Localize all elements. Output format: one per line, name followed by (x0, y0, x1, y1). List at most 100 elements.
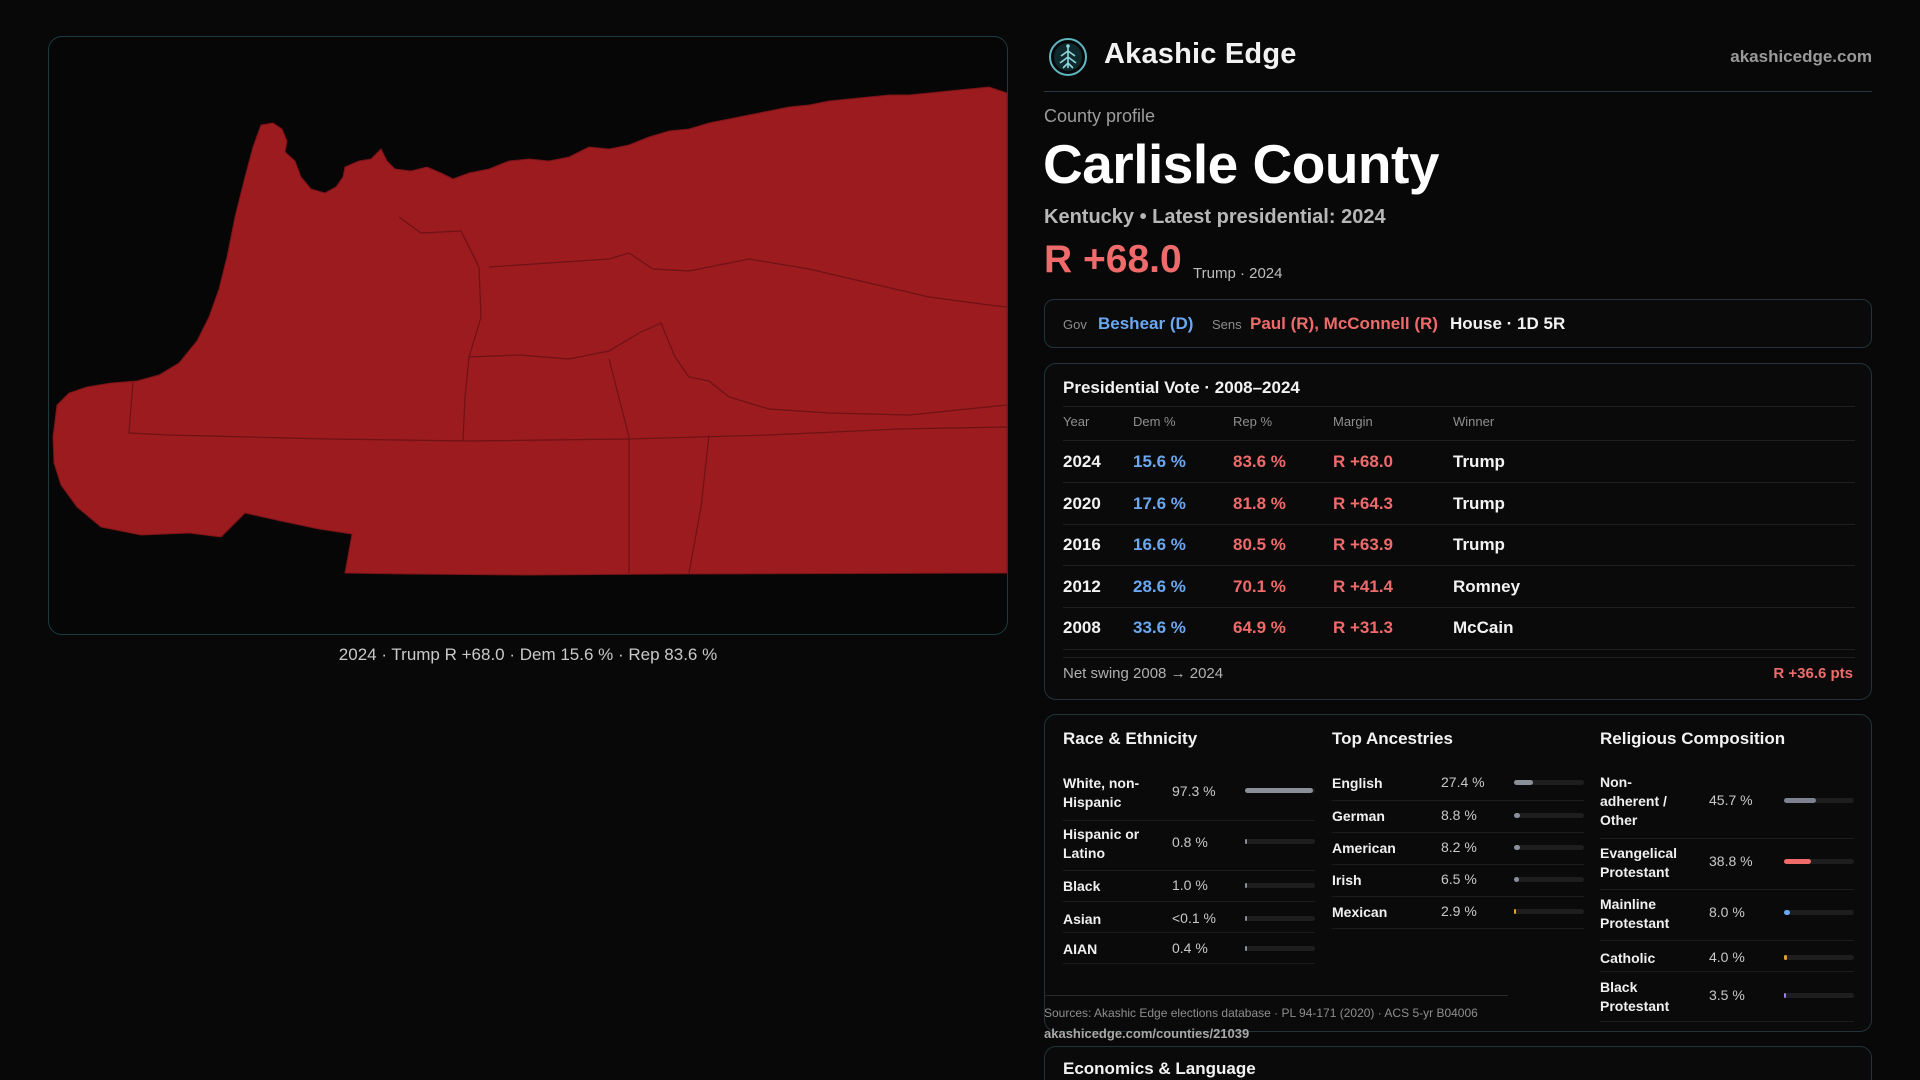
list-item: Irish 6.5 % (1332, 865, 1584, 897)
religion-value: 3.5 % (1709, 987, 1745, 1003)
table-row[interactable]: 2008 33.6 % 64.9 % R +31.3 McCain (1045, 608, 1873, 650)
sources-divider (1044, 995, 1508, 996)
row-year: 2008 (1063, 618, 1101, 637)
divider (1063, 482, 1855, 483)
religion-bar (1784, 910, 1854, 915)
religion-bar-fill (1784, 993, 1786, 998)
house-delegation[interactable]: House · 1D 5R (1450, 314, 1566, 333)
religion-value: 38.8 % (1709, 853, 1753, 869)
religion-bar-fill (1784, 798, 1816, 803)
county-shape[interactable] (52, 86, 1007, 576)
list-item: American 8.2 % (1332, 833, 1584, 865)
divider (1063, 607, 1855, 608)
senators-names[interactable]: Paul (R), McConnell (R) (1250, 314, 1438, 333)
col-header-year: Year (1063, 414, 1090, 429)
tree-of-life-icon[interactable] (1048, 37, 1088, 77)
race-value: 0.4 % (1172, 940, 1208, 956)
row-winner: Trump (1453, 452, 1505, 471)
list-item: Asian <0.1 % (1063, 902, 1315, 933)
row-rep: 83.6 % (1233, 452, 1286, 471)
economics-card: Economics & Language (1044, 1046, 1872, 1080)
ancestry-bar (1514, 877, 1584, 882)
ancestry-bar-fill (1514, 909, 1516, 914)
race-value: 0.8 % (1172, 834, 1208, 850)
economics-title: Economics & Language (1063, 1059, 1256, 1078)
race-label: White, non-Hispanic (1063, 775, 1140, 810)
presidential-title: Presidential Vote · 2008–2024 (1063, 378, 1300, 397)
divider (1063, 524, 1855, 525)
page-title: Carlisle County (1043, 133, 1439, 195)
county-map-panel[interactable] (48, 36, 1008, 635)
religion-value: 4.0 % (1709, 949, 1745, 965)
list-item: Catholic 4.0 % (1600, 941, 1854, 972)
ancestry-bar-fill (1514, 780, 1533, 785)
map-caption: 2024 · Trump R +68.0 · Dem 15.6 % · Rep … (338, 645, 718, 664)
list-item: Black 1.0 % (1063, 871, 1315, 902)
sens-label: Sens (1212, 317, 1242, 332)
col-header-margin: Margin (1333, 414, 1373, 429)
religion-value: 45.7 % (1709, 792, 1753, 808)
row-winner: McCain (1453, 618, 1514, 637)
row-dem: 16.6 % (1133, 535, 1186, 554)
ancestry-label: German (1332, 808, 1385, 824)
table-row[interactable]: 2012 28.6 % 70.1 % R +41.4 Romney (1045, 567, 1873, 609)
ancestry-label: American (1332, 840, 1396, 856)
ancestry-bar-fill (1514, 813, 1520, 818)
county-map[interactable] (49, 37, 1008, 635)
col-header-winner: Winner (1453, 414, 1495, 429)
site-link[interactable]: akashicedge.com (1730, 47, 1872, 66)
latest-margin-note: Trump · 2024 (1193, 265, 1283, 282)
site-header: Akashic Edge akashicedge.com (1044, 30, 1872, 92)
ancestry-bar-fill (1514, 845, 1520, 850)
row-margin: R +63.9 (1333, 535, 1394, 554)
list-item: Hispanic or Latino 0.8 % (1063, 821, 1315, 871)
row-winner: Trump (1453, 535, 1505, 554)
ancestry-bar-fill (1514, 877, 1519, 882)
race-label: Hispanic or Latino (1063, 826, 1140, 861)
list-item: Mainline Protestant 8.0 % (1600, 890, 1854, 941)
presidential-vote-card: Presidential Vote · 2008–2024 Year Dem %… (1044, 363, 1872, 700)
divider (1063, 440, 1855, 441)
row-margin: R +31.3 (1333, 618, 1394, 637)
governor-name[interactable]: Beshear (D) (1098, 314, 1194, 333)
table-row[interactable]: 2016 16.6 % 80.5 % R +63.9 Trump (1045, 525, 1873, 567)
race-title: Race & Ethnicity (1063, 729, 1198, 748)
list-item: White, non-Hispanic 97.3 % (1063, 769, 1315, 821)
row-dem: 15.6 % (1133, 452, 1186, 471)
list-item: Evangelical Protestant 38.8 % (1600, 839, 1854, 890)
ancestries-title: Top Ancestries (1332, 729, 1453, 748)
religion-bar (1784, 859, 1854, 864)
row-winner: Romney (1453, 577, 1521, 596)
ancestry-label: Mexican (1332, 904, 1388, 920)
ancestry-label: Irish (1332, 872, 1362, 888)
religion-label: Black Protestant (1600, 979, 1670, 1014)
col-header-rep: Rep % (1233, 414, 1273, 429)
religion-label: Mainline Protestant (1600, 896, 1670, 931)
table-row[interactable]: 2020 17.6 % 81.8 % R +64.3 Trump (1045, 484, 1873, 526)
county-url-link[interactable]: akashicedge.com/counties/21039 (1044, 1026, 1250, 1041)
row-rep: 81.8 % (1233, 494, 1286, 513)
table-row[interactable]: 2024 15.6 % 83.6 % R +68.0 Trump (1045, 442, 1873, 484)
row-year: 2020 (1063, 494, 1101, 513)
race-value: <0.1 % (1172, 910, 1216, 926)
row-year: 2012 (1063, 577, 1101, 596)
net-swing-value: R +36.6 pts (1773, 665, 1853, 682)
race-bar (1245, 839, 1315, 844)
sources-note: Sources: Akashic Edge elections database… (1044, 1006, 1478, 1020)
race-value: 1.0 % (1172, 877, 1208, 893)
list-item: English 27.4 % (1332, 769, 1584, 801)
row-margin: R +68.0 (1333, 452, 1394, 471)
religion-label: Catholic (1600, 950, 1656, 966)
race-label: Black (1063, 878, 1101, 894)
divider (1063, 657, 1855, 658)
row-dem: 33.6 % (1133, 618, 1186, 637)
ancestry-bar (1514, 845, 1584, 850)
gov-label: Gov (1063, 317, 1087, 332)
religion-bar (1784, 955, 1854, 960)
ancestry-label: English (1332, 775, 1383, 791)
religion-bar-fill (1784, 955, 1787, 960)
race-bar-fill (1245, 788, 1313, 793)
brand-name[interactable]: Akashic Edge (1104, 38, 1297, 70)
officials-bar: Gov Beshear (D) Sens Paul (R), McConnell… (1044, 299, 1872, 348)
religion-section: Religious Composition Non-adherent / Oth… (1600, 715, 1854, 1022)
